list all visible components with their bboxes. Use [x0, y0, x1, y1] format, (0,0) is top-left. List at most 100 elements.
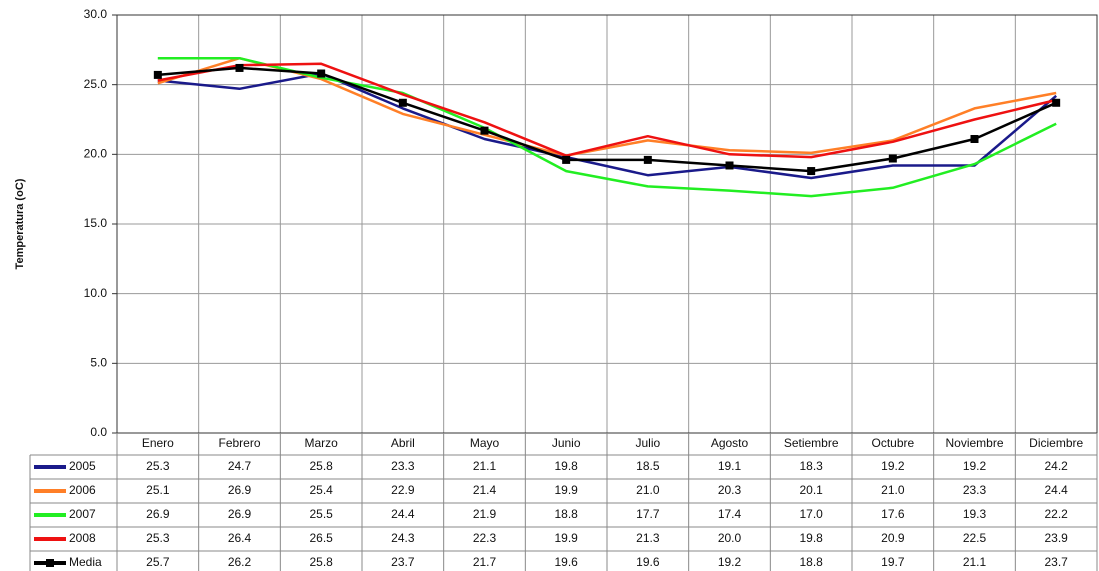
x-tick-label: Noviembre: [945, 436, 1003, 450]
x-tick-label: Agosto: [711, 436, 749, 450]
table-cell: 18.8: [554, 507, 578, 521]
x-tick-label: Diciembre: [1029, 436, 1083, 450]
table-cell: 22.9: [391, 483, 415, 497]
table-cell: 25.7: [146, 555, 170, 569]
series-line: [157, 62, 1057, 159]
table-cell: 25.3: [146, 531, 170, 545]
table-cell: 26.2: [228, 555, 252, 569]
x-tick-label: Febrero: [218, 436, 260, 450]
table-cell: 22.3: [473, 531, 497, 545]
table-cell: 19.2: [881, 459, 905, 473]
table-cell: 19.7: [881, 555, 905, 569]
table-cell: 17.7: [636, 507, 660, 521]
table-cell: 22.5: [963, 531, 987, 545]
y-tick-label: 5.0: [90, 356, 107, 370]
x-tick-label: Marzo: [304, 436, 338, 450]
table-cell: 25.4: [309, 483, 333, 497]
table-cell: 17.0: [799, 507, 823, 521]
table-cell: 19.2: [718, 555, 742, 569]
table-cell: 24.4: [1044, 483, 1068, 497]
table-cell: 19.9: [554, 531, 578, 545]
table-cell: 18.3: [799, 459, 823, 473]
series-line: [157, 66, 1057, 173]
table-cell: 21.3: [636, 531, 660, 545]
table-cell: 19.3: [963, 507, 987, 521]
table-cell: 19.8: [799, 531, 823, 545]
x-tick-label: Enero: [142, 436, 174, 450]
point-marker: [153, 70, 162, 79]
table-cell: 20.1: [799, 483, 823, 497]
table-cell: 21.9: [473, 507, 497, 521]
point-marker: [398, 98, 407, 107]
table-cell: 25.5: [309, 507, 333, 521]
table-cell: 23.7: [391, 555, 415, 569]
legend-label: 2006: [69, 483, 96, 497]
table-cell: 24.3: [391, 531, 415, 545]
table-cell: 25.3: [146, 459, 170, 473]
point-marker: [807, 167, 816, 176]
x-tick-label: Octubre: [871, 436, 914, 450]
table-cell: 24.4: [391, 507, 415, 521]
table-cell: 17.4: [718, 507, 742, 521]
table-cell: 19.6: [554, 555, 578, 569]
table-cell: 26.5: [309, 531, 333, 545]
y-tick-label: 20.0: [84, 147, 108, 161]
x-tick-label: Abril: [391, 436, 415, 450]
table-cell: 19.2: [963, 459, 987, 473]
table-cell: 25.8: [309, 555, 333, 569]
y-tick-label: 15.0: [84, 216, 108, 230]
table-cell: 18.5: [636, 459, 660, 473]
table-cell: 20.0: [718, 531, 742, 545]
table-cell: 20.9: [881, 531, 905, 545]
legend-label: 2007: [69, 507, 96, 521]
table-cell: 19.6: [636, 555, 660, 569]
point-marker: [317, 69, 326, 78]
table-cell: 17.6: [881, 507, 905, 521]
table-cell: 22.2: [1044, 507, 1068, 521]
legend-label: 2008: [69, 531, 96, 545]
table-cell: 25.1: [146, 483, 170, 497]
table-cell: 23.3: [391, 459, 415, 473]
y-tick-label: 0.0: [90, 425, 107, 439]
table-cell: 21.4: [473, 483, 497, 497]
table-cell: 20.3: [718, 483, 742, 497]
table-cell: 21.1: [473, 459, 497, 473]
x-tick-label: Setiembre: [784, 436, 839, 450]
table-cell: 21.7: [473, 555, 497, 569]
table-cell: 24.7: [228, 459, 252, 473]
table-cell: 21.0: [636, 483, 660, 497]
point-marker: [643, 155, 652, 164]
point-marker: [562, 155, 571, 164]
table-cell: 21.1: [963, 555, 987, 569]
table-cell: 24.2: [1044, 459, 1068, 473]
table-cell: 25.8: [309, 459, 333, 473]
table-cell: 18.8: [799, 555, 823, 569]
table-cell: 21.0: [881, 483, 905, 497]
point-marker: [235, 63, 244, 72]
point-marker: [970, 135, 979, 144]
series-line: [157, 56, 1057, 198]
table-cell: 19.8: [554, 459, 578, 473]
y-tick-label: 25.0: [84, 77, 108, 91]
table-cell: 19.9: [554, 483, 578, 497]
table-cell: 23.9: [1044, 531, 1068, 545]
point-marker: [725, 161, 734, 170]
table-cell: 26.9: [228, 507, 252, 521]
legend-label: Media: [69, 555, 102, 569]
x-tick-label: Julio: [635, 436, 660, 450]
y-axis-label: Temperatura (oC): [14, 178, 26, 269]
table-cell: 23.3: [963, 483, 987, 497]
table-cell: 26.4: [228, 531, 252, 545]
x-tick-label: Junio: [552, 436, 581, 450]
table-cell: 26.9: [228, 483, 252, 497]
point-marker: [1052, 98, 1061, 107]
y-tick-label: 30.0: [84, 7, 108, 21]
legend-marker: [46, 559, 54, 567]
table-cell: 19.1: [718, 459, 742, 473]
legend-label: 2005: [69, 459, 96, 473]
point-marker: [888, 154, 897, 163]
y-tick-label: 10.0: [84, 286, 108, 300]
x-tick-label: Mayo: [470, 436, 500, 450]
